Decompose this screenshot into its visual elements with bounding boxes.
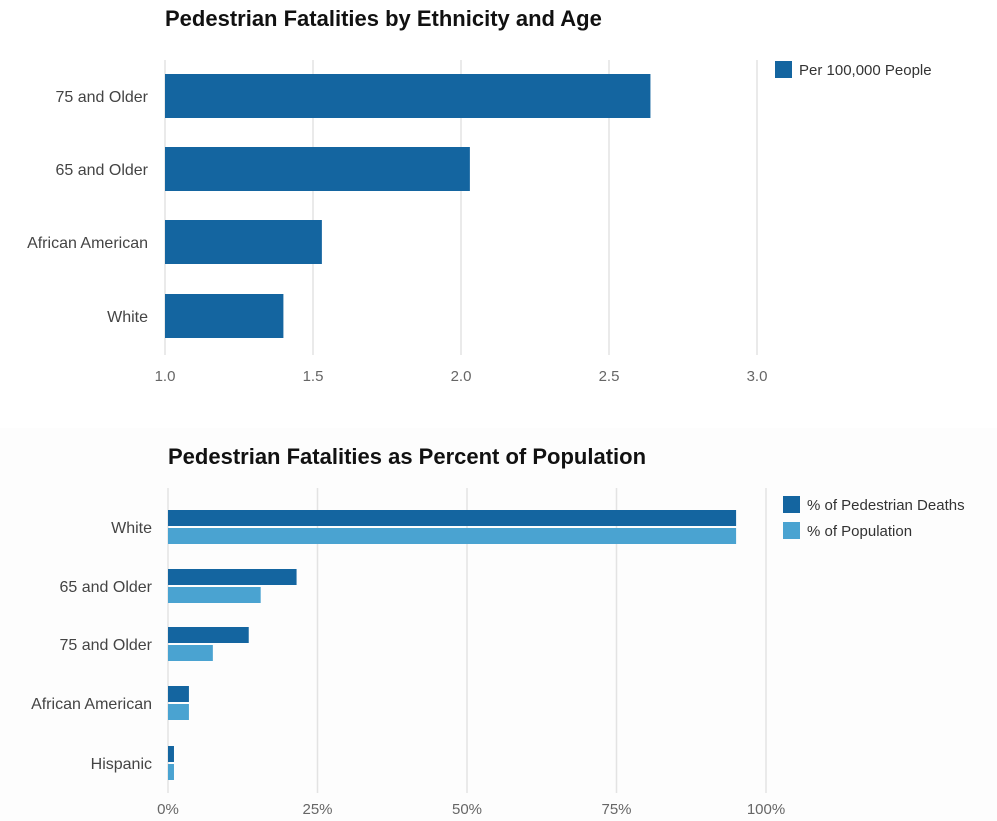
legend-swatch <box>783 522 800 539</box>
x-tick-label: 2.5 <box>599 368 620 385</box>
category-label: White <box>107 309 148 326</box>
bar <box>168 627 249 643</box>
bar <box>168 569 297 585</box>
bar <box>168 510 737 526</box>
category-label: Hispanic <box>91 756 152 773</box>
bar <box>168 746 174 762</box>
x-tick-label: 25% <box>302 801 332 818</box>
category-label: African American <box>31 696 152 713</box>
bar <box>168 764 174 780</box>
x-tick-label: 2.0 <box>451 368 472 385</box>
bar <box>165 147 470 191</box>
chart-panel-top: Pedestrian Fatalities by Ethnicity and A… <box>0 0 997 400</box>
chart-panel-bottom: Pedestrian Fatalities as Percent of Popu… <box>0 428 997 821</box>
bar <box>165 74 651 118</box>
category-label: 75 and Older <box>59 637 152 654</box>
legend-label: % of Pedestrian Deaths <box>807 497 965 514</box>
category-label: African American <box>27 235 148 252</box>
legend-swatch <box>775 61 792 78</box>
x-tick-label: 75% <box>601 801 631 818</box>
x-tick-label: 100% <box>747 801 785 818</box>
x-tick-label: 0% <box>157 801 179 818</box>
bar <box>165 220 322 264</box>
bar <box>168 587 261 603</box>
bar <box>168 686 189 702</box>
x-tick-label: 3.0 <box>747 368 768 385</box>
category-label: 65 and Older <box>55 162 148 179</box>
x-tick-label: 50% <box>452 801 482 818</box>
bar <box>168 704 189 720</box>
bar-chart-bottom: 0% 25% 50% 75% 100% White 65 and Older 75 and O… <box>31 488 965 818</box>
legend-label: % of Population <box>807 523 912 540</box>
bar <box>168 528 737 544</box>
legend-swatch <box>783 496 800 513</box>
x-tick-label: 1.0 <box>155 368 176 385</box>
category-label: 75 and Older <box>55 89 148 106</box>
category-label: 65 and Older <box>59 579 152 596</box>
category-label: White <box>111 520 152 537</box>
chart-title: Pedestrian Fatalities by Ethnicity and A… <box>165 6 602 31</box>
bar <box>165 294 284 338</box>
x-tick-label: 1.5 <box>303 368 324 385</box>
bar-chart-top: 1.0 1.5 2.0 2.5 3.0 75 and Older 65 and Older A… <box>27 60 932 385</box>
legend-label: Per 100,000 People <box>799 62 932 79</box>
chart-title: Pedestrian Fatalities as Percent of Popu… <box>168 444 647 469</box>
bar <box>168 645 213 661</box>
